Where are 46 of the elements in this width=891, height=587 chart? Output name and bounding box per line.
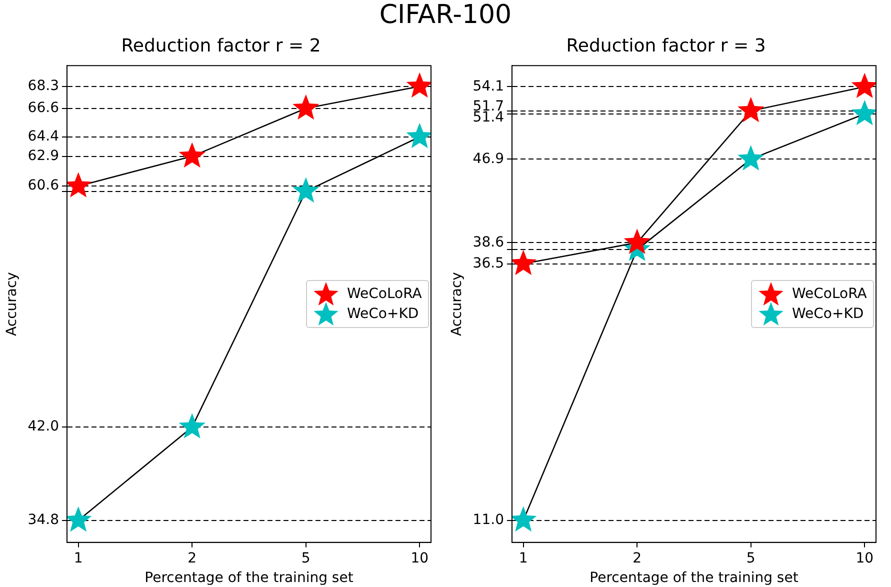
y-tick-label: 34.8 [28,512,59,528]
point [292,177,320,203]
point [738,145,764,170]
legend-label: WeCoLoRA [347,286,422,302]
x-axis-title: Percentage of the training set [590,570,799,586]
x-tick-label: 5 [301,550,310,566]
y-tick-label: 60.6 [28,178,60,194]
y-tick-label: 54.1 [472,78,504,94]
x-tick-label: 2 [632,550,642,566]
y-tick-label: 62.9 [28,148,59,164]
point [406,72,431,98]
x-tick-label: 10 [856,550,874,566]
point [512,250,537,276]
point [406,122,431,148]
y-axis-title: Accuracy [449,272,466,336]
text: CIFAR-100 [379,0,512,30]
x-tick-label: 5 [746,550,756,566]
legend-label: WeCo+KD [347,306,419,322]
x-tick-label: 10 [410,550,429,566]
y-tick-label: 64.4 [28,128,60,144]
x-tick-label: 1 [74,550,83,566]
point [178,413,206,438]
x-tick-label: 2 [188,550,197,566]
legend-label: WeCoLoRA [792,286,867,302]
point [851,72,876,98]
y-tick-label: 38.6 [472,234,504,250]
point [512,506,537,532]
point [292,94,320,120]
chart-title: Reduction factor r = 2 [121,35,321,56]
x-tick-label: 1 [518,550,528,566]
y-tick-label: 36.5 [472,255,504,272]
y-axis-title: Accuracy [4,272,20,336]
x-axis-title: Percentage of the training set [144,570,354,586]
legend-label: WeCo+KD [792,306,864,322]
point [624,228,650,254]
point [178,142,206,168]
y-tick-label: 66.6 [28,100,60,116]
y-tick-label: 11.0 [472,512,504,528]
point [66,172,92,198]
point [738,96,764,122]
y-tick-label: 68.3 [28,78,59,94]
y-tick-label: 46.9 [472,150,504,167]
y-tick-label: 42.0 [28,418,59,435]
point [851,100,876,126]
chart-title: Reduction factor r = 3 [566,35,766,56]
point [66,506,92,532]
